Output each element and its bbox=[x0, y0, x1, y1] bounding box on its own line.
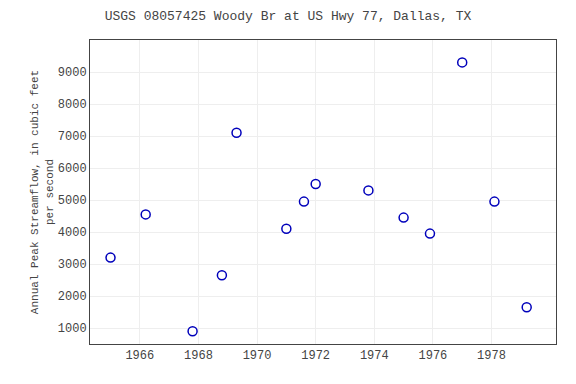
svg-text:1968: 1968 bbox=[184, 349, 213, 363]
svg-text:1978: 1978 bbox=[477, 349, 506, 363]
svg-text:8000: 8000 bbox=[58, 98, 87, 112]
svg-text:2000: 2000 bbox=[58, 290, 87, 304]
svg-text:1966: 1966 bbox=[125, 349, 154, 363]
svg-text:5000: 5000 bbox=[58, 194, 87, 208]
svg-text:1976: 1976 bbox=[419, 349, 448, 363]
svg-text:1972: 1972 bbox=[301, 349, 330, 363]
svg-text:1970: 1970 bbox=[243, 349, 272, 363]
svg-text:Annual Peak Streamflow, in cub: Annual Peak Streamflow, in cubic feetper… bbox=[29, 70, 55, 314]
svg-text:7000: 7000 bbox=[58, 130, 87, 144]
svg-text:USGS 08057425 Woody Br at US H: USGS 08057425 Woody Br at US Hwy 77, Dal… bbox=[105, 9, 472, 24]
svg-text:6000: 6000 bbox=[58, 162, 87, 176]
svg-text:1974: 1974 bbox=[360, 349, 389, 363]
svg-text:9000: 9000 bbox=[58, 66, 87, 80]
svg-text:3000: 3000 bbox=[58, 258, 87, 272]
svg-text:1000: 1000 bbox=[58, 322, 87, 336]
svg-text:4000: 4000 bbox=[58, 226, 87, 240]
